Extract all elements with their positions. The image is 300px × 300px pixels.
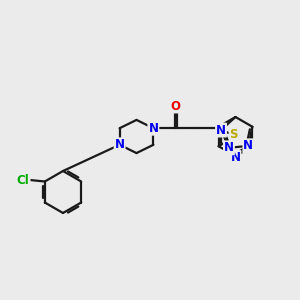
Text: S: S: [230, 128, 238, 141]
Text: N: N: [230, 151, 241, 164]
Text: N: N: [148, 122, 158, 135]
Text: N: N: [243, 139, 253, 152]
Text: Cl: Cl: [17, 173, 30, 187]
Text: N: N: [216, 124, 226, 136]
Text: N: N: [115, 138, 124, 151]
Text: O: O: [170, 100, 180, 112]
Text: N: N: [224, 141, 234, 154]
